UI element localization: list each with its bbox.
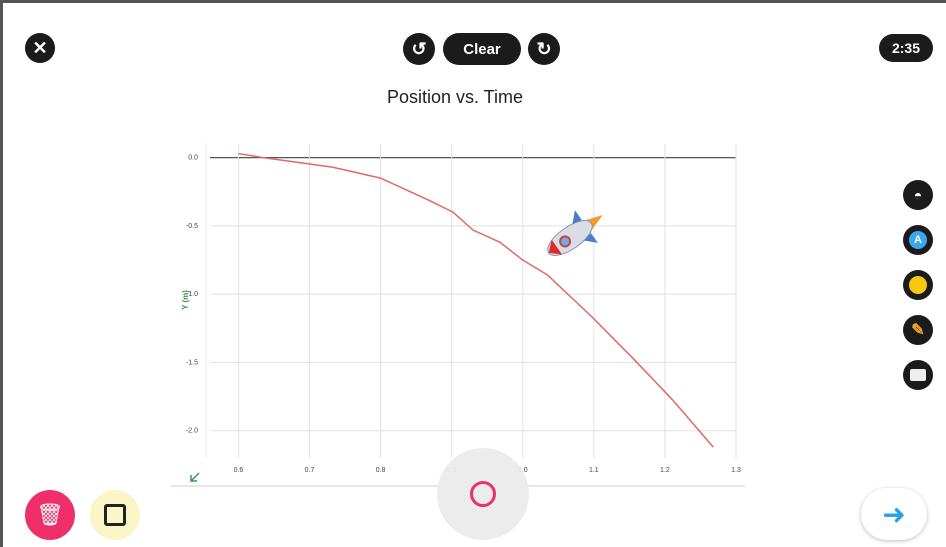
x-tick-label: 1.2 [660,467,670,474]
y-tick-label: 0.0 [188,154,198,161]
timer: 2:35 [879,34,933,62]
rocket [537,199,614,270]
x-tick-label: 0.6 [234,467,244,474]
screen: Position vs. Time Y (m) 0.0-0.5-1.0-1.5-… [0,0,946,547]
y-tick-label: -1.5 [186,359,198,366]
tool-board[interactable] [903,360,933,390]
x-tick-label: 1.3 [731,467,741,474]
x-tick-label: 1.1 [589,467,599,474]
tool-effects[interactable]: ◓ [903,180,933,210]
card-button[interactable] [90,490,140,540]
x-tick-label: 0.8 [376,467,386,474]
y-tick-label: -0.5 [186,223,198,230]
delete-button[interactable]: 🗑 [25,490,75,540]
redo-button[interactable]: ↻ [528,33,560,65]
tool-text[interactable]: A [903,225,933,255]
clear-button[interactable]: Clear [443,33,521,65]
axis-corner-icon [191,473,199,481]
record-button[interactable] [437,448,529,540]
tool-sticker[interactable] [903,270,933,300]
y-tick-label: -2.0 [186,428,198,435]
tool-pen[interactable]: ✎ [903,315,933,345]
chart-title: Position vs. Time [387,87,523,107]
x-tick-label: 0.7 [305,467,315,474]
undo-button[interactable]: ↺ [403,33,435,65]
next-button[interactable]: ➜ [861,488,927,540]
y-tick-label: -1.0 [186,291,198,298]
close-button[interactable]: ✕ [25,33,55,63]
